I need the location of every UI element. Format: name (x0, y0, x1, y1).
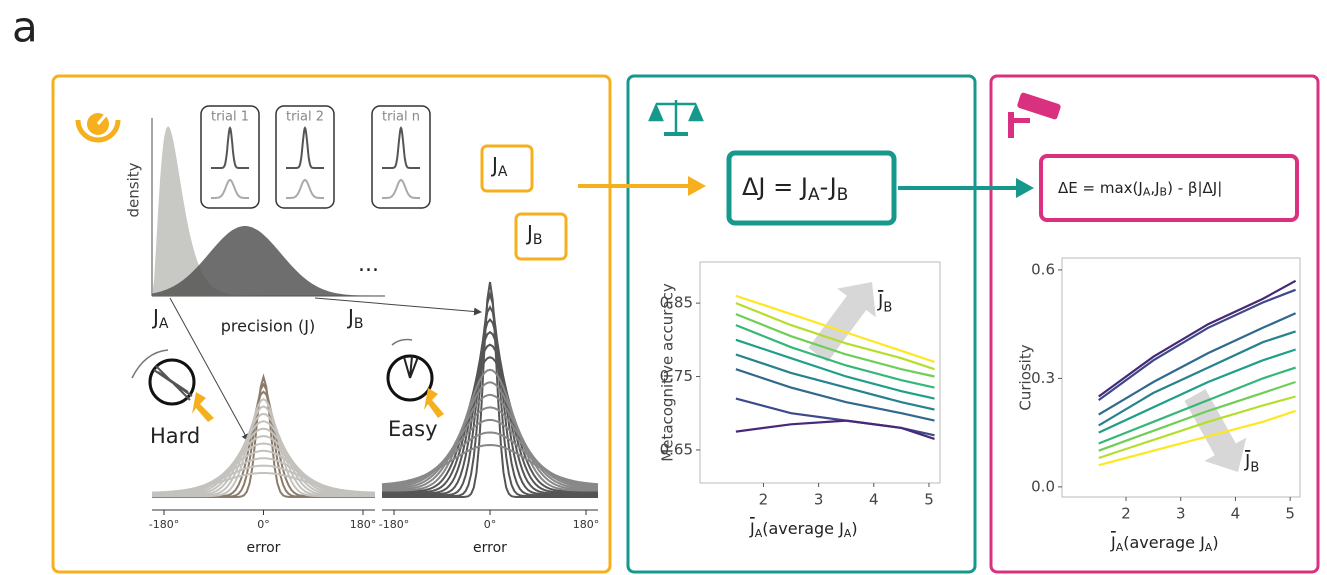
ja-label: JA (151, 305, 169, 333)
x-axis-label: JA(average JA) (1110, 533, 1219, 554)
panel-label: a (12, 3, 38, 52)
precision-label: precision (J) (221, 317, 315, 336)
jb-label: JB (346, 305, 364, 333)
x-tick-label: 5 (924, 491, 934, 509)
density-plot (152, 118, 392, 296)
box-b-label: JB (525, 221, 543, 249)
camera-icon (1008, 92, 1061, 138)
text-part: ) (1212, 533, 1218, 552)
error-curve (152, 473, 375, 493)
y-tick-label: 0.0 (1031, 477, 1055, 495)
x-tick-label: 4 (1231, 505, 1241, 523)
easy-label: Easy (388, 417, 438, 441)
text-part: J (490, 153, 498, 177)
easy-dial (388, 340, 444, 418)
error-curve (382, 395, 598, 489)
x-tick-label: 3 (814, 491, 824, 509)
tick-label: 0° (484, 518, 497, 531)
y-tick-label: 0.3 (1031, 369, 1055, 387)
hard-label: Hard (150, 424, 200, 448)
text-part: ΔE = max(J (1058, 179, 1143, 197)
x-tick-label: 4 (869, 491, 879, 509)
trial-label: trial n (382, 110, 420, 125)
series-line (736, 421, 935, 439)
delta-j-equation: ΔJ = JA-JB (742, 173, 848, 205)
x-tick-label: 2 (759, 491, 769, 509)
x-tick-label: 3 (1176, 505, 1186, 523)
gauge-icon (78, 112, 118, 140)
delta-e-equation: ΔE = max(JA,JB) - β|ΔJ| (1058, 179, 1222, 199)
subscript: B (883, 300, 892, 315)
tick-label: -180° (149, 518, 179, 531)
error-curve (382, 445, 598, 484)
error-curve (382, 307, 598, 495)
series-line (736, 369, 935, 420)
text-part: J (346, 305, 354, 329)
link-arrow (315, 298, 480, 312)
density-label: density (125, 162, 143, 217)
x-tick-label: 2 (1121, 505, 1131, 523)
subscript: B (533, 232, 543, 248)
tick-label: 180° (573, 518, 600, 531)
plot-frame (700, 262, 940, 483)
text-part: ) - β|ΔJ| (1167, 179, 1222, 197)
subscript: A (498, 164, 508, 180)
x-axis-label: JA(average JA) (749, 519, 858, 540)
hard-dial (132, 350, 214, 422)
tick-label: -180° (379, 518, 409, 531)
text-part: (average J (1123, 533, 1205, 552)
trend-arrow (808, 282, 875, 362)
text-part: (average J (762, 519, 844, 538)
x-tick-label: 5 (1285, 505, 1295, 523)
subscript: B (1160, 186, 1168, 199)
text-part: ) (851, 519, 857, 538)
flow-arrowhead (1016, 178, 1034, 198)
trial-label: trial 2 (286, 110, 324, 125)
metacognition-panel (628, 76, 975, 572)
page: {"panel_label": "a", "encoding": { "y_la… (0, 0, 1327, 575)
subscript: B (1250, 460, 1259, 475)
text-part: -J (820, 173, 837, 201)
axis-label: error (247, 540, 281, 556)
y-axis-label: Metacognitive accuracy (659, 283, 677, 462)
subscript: B (837, 185, 849, 205)
series-line (1099, 290, 1296, 400)
text-part: ,J (1150, 179, 1159, 197)
arrow-label: JB (1244, 451, 1259, 475)
box-a-label: JA (490, 153, 508, 181)
scale-icon (650, 100, 702, 134)
y-tick-label: 0.6 (1031, 260, 1055, 278)
text-part: J (525, 221, 533, 245)
arrow-label: JB (877, 291, 892, 315)
flow-arrowhead (688, 176, 706, 196)
axis-label: error (473, 540, 507, 556)
error-curve (152, 466, 375, 493)
subscript: B (354, 316, 364, 332)
y-axis-label: Curiosity (1017, 344, 1035, 410)
text-part: J (151, 305, 159, 329)
trial-label: trial 1 (211, 110, 249, 125)
figure: a density precision (J) ... (0, 0, 1327, 575)
tick-label: 180° (350, 518, 377, 531)
ellipsis: ... (358, 252, 379, 277)
text-part: ΔJ = J (742, 173, 808, 201)
subscript: A (159, 316, 169, 332)
tick-label: 0° (257, 518, 270, 531)
subscript: A (808, 185, 820, 205)
error-curve (152, 458, 375, 493)
